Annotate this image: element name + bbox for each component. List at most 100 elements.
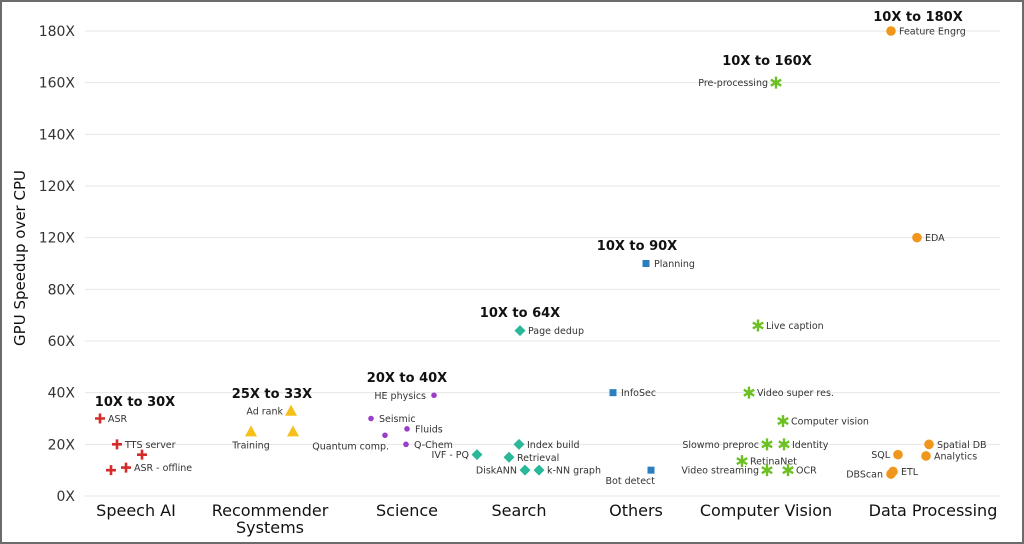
range-label: 10X to 160X <box>722 54 811 69</box>
range-label: 10X to 64X <box>480 306 560 321</box>
point-label: Planning <box>654 259 695 270</box>
dot-marker <box>368 415 374 422</box>
point-label: Index build <box>527 440 580 451</box>
point-label: EDA <box>925 233 945 244</box>
dot-marker <box>431 392 437 399</box>
y-tick-label: 140X <box>39 127 76 143</box>
y-tick-label: 0X <box>57 489 76 505</box>
point-label: Video streaming <box>681 466 759 477</box>
point-label: HE physics <box>374 391 426 402</box>
plus-marker <box>137 449 147 460</box>
diamond-marker <box>514 325 526 337</box>
series-recommender-systems: 25X to 33X Ad rank Training <box>231 387 312 451</box>
y-axis-label: GPU Speedup over CPU <box>11 170 29 346</box>
point-label: Computer vision <box>791 417 869 428</box>
circle-marker <box>912 232 922 243</box>
category-label: Recommender <box>212 501 329 520</box>
category-label: Speech AI <box>96 501 176 520</box>
square-marker <box>609 389 617 397</box>
range-label: 25X to 33X <box>232 387 312 402</box>
diamond-marker <box>503 451 515 463</box>
diamond-marker <box>533 464 545 476</box>
point-label: SQL <box>871 450 891 461</box>
point-label: Quantum comp. <box>312 441 389 452</box>
category-label: Science <box>376 501 438 520</box>
point-label: k-NN graph <box>547 466 601 477</box>
point-label: Ad rank <box>246 406 283 417</box>
y-tick-label: 180X <box>39 24 76 40</box>
asterisk-marker <box>782 464 794 477</box>
point-label: Identity <box>792 440 829 451</box>
plus-marker <box>106 465 116 476</box>
point-label: Spatial DB <box>937 440 987 451</box>
point-label: ETL <box>901 467 919 478</box>
circle-marker <box>921 451 931 461</box>
series-others: 10X to 90X Planning InfoSec Bot detect <box>597 239 695 487</box>
asterisk-marker <box>761 438 773 451</box>
plus-marker <box>95 413 105 424</box>
triangle-marker <box>245 425 257 437</box>
point-label: RetinaNet <box>750 457 797 468</box>
y-tick-label: 40X <box>48 386 76 402</box>
y-tick-label: 80X <box>48 282 76 298</box>
point-label: Training <box>231 440 270 451</box>
y-tick-label: 20X <box>48 437 76 453</box>
asterisk-marker <box>770 76 782 89</box>
y-tick-label: 160X <box>39 76 76 92</box>
dot-marker <box>382 432 388 439</box>
gridlines <box>85 30 1000 497</box>
circle-marker <box>888 466 898 477</box>
category-label: Data Processing <box>869 501 998 520</box>
series-computer-vision: 10X to 160X Pre-processing Live caption Vid… <box>681 54 869 477</box>
asterisk-marker <box>743 386 755 399</box>
y-tick-label: 120X <box>39 231 76 247</box>
point-label: IVF - PQ <box>432 450 469 461</box>
point-label: OCR <box>796 466 817 477</box>
series-data-processing: 10X to 180X Feature Engrg EDA Spatial DB SQL… <box>846 10 986 481</box>
range-label: 10X to 180X <box>873 10 962 25</box>
data-points: 10X to 30X ASR TTS server ASR - offline 25X … <box>95 10 987 487</box>
range-label: 10X to 90X <box>597 239 677 254</box>
range-label: 10X to 30X <box>95 395 175 410</box>
range-label: 20X to 40X <box>367 371 447 386</box>
point-label: Feature Engrg <box>899 27 966 38</box>
dot-marker <box>404 426 410 432</box>
plus-marker <box>112 439 122 450</box>
triangle-marker <box>287 425 299 437</box>
asterisk-marker <box>778 438 790 451</box>
series-search: 10X to 64X Page dedup Index build IVF - PQ R… <box>432 306 601 477</box>
point-label: TTS server <box>124 440 176 451</box>
point-label: Live caption <box>766 321 824 332</box>
category-label: Others <box>609 501 663 520</box>
point-label: ASR - offline <box>134 463 192 474</box>
point-label: Analytics <box>934 451 977 462</box>
point-label: Slowmo preproc <box>682 440 759 451</box>
circle-marker <box>886 26 896 36</box>
y-tick-label: 60X <box>48 334 76 350</box>
y-axis-ticks: 0X 20X 40X 60X 80X 120X 120X 140X 160X 180X <box>39 24 76 505</box>
circle-marker <box>893 449 903 460</box>
point-label: Seismic <box>379 414 416 425</box>
point-label: Retrieval <box>517 453 559 464</box>
category-label: Systems <box>236 518 304 537</box>
point-label: Fluids <box>415 424 443 435</box>
category-label: Search <box>492 501 547 520</box>
point-label: ASR <box>108 414 128 425</box>
diamond-marker <box>471 449 483 461</box>
point-label: DiskANN <box>476 466 517 477</box>
asterisk-marker <box>761 464 773 477</box>
asterisk-marker <box>752 319 764 332</box>
triangle-marker <box>285 404 297 416</box>
circle-marker <box>924 439 934 450</box>
point-label: Video super res. <box>757 388 834 399</box>
plus-marker <box>121 462 131 473</box>
point-label: Page dedup <box>528 326 584 337</box>
square-marker <box>647 466 655 474</box>
asterisk-marker <box>777 415 789 428</box>
point-label: Pre-processing <box>698 78 768 89</box>
point-label: InfoSec <box>621 388 656 399</box>
dot-marker <box>403 441 409 448</box>
